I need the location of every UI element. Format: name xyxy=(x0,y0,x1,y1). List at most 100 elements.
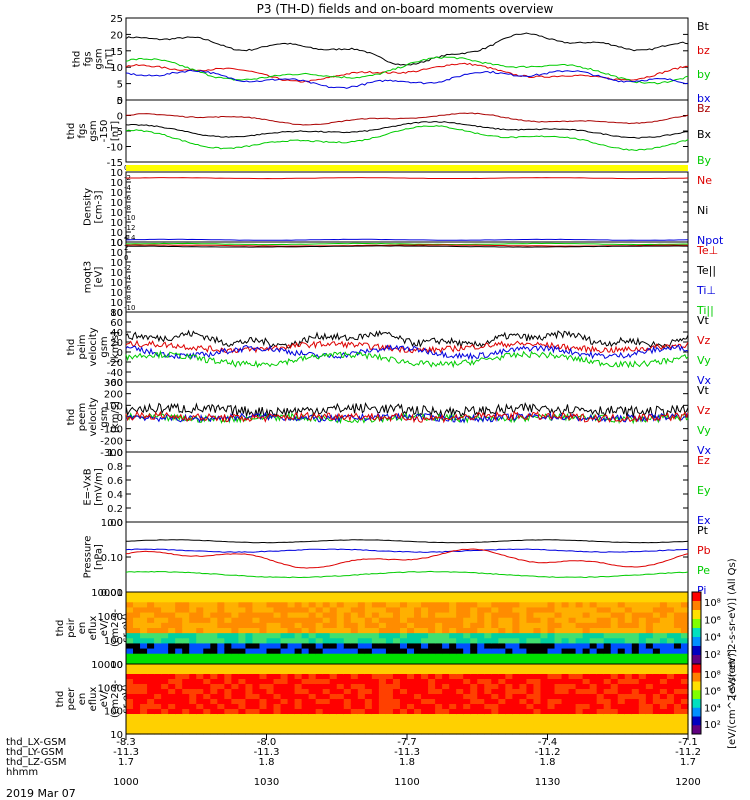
y-tick-exponent: -12 xyxy=(124,224,135,232)
heatmap-cell xyxy=(133,592,141,598)
heatmap-cell xyxy=(533,592,542,598)
heatmap-cell xyxy=(175,674,183,680)
heatmap-cell xyxy=(301,694,310,700)
heatmap-cell xyxy=(147,679,155,685)
heatmap-cell xyxy=(231,633,239,639)
heatmap-cell xyxy=(322,658,331,665)
heatmap-cell xyxy=(210,714,218,720)
panel-ylabel-line: [eV] xyxy=(94,267,105,288)
heatmap-cell xyxy=(638,694,647,700)
heatmap-cell xyxy=(259,638,268,645)
heatmap-cell xyxy=(224,658,232,665)
heatmap-cell xyxy=(343,719,352,725)
heatmap-cell xyxy=(568,648,577,655)
heatmap-cell xyxy=(589,653,598,660)
heatmap-cell xyxy=(133,653,141,660)
heatmap-cell xyxy=(294,674,303,680)
heatmap-cell xyxy=(449,729,457,735)
heatmap-cell xyxy=(428,729,436,735)
heatmap-cell xyxy=(161,617,169,624)
heatmap-cell xyxy=(519,658,528,665)
heatmap-cell xyxy=(575,714,584,720)
heatmap-cell xyxy=(182,592,190,598)
heatmap-cell xyxy=(505,699,513,705)
heatmap-cell xyxy=(582,679,591,685)
heatmap-cell xyxy=(547,729,556,735)
heatmap-cell xyxy=(519,714,528,720)
y-tick-label: 10000 xyxy=(91,660,123,671)
heatmap-cell xyxy=(463,729,471,735)
heatmap-cell xyxy=(673,597,682,603)
panel-ylabel-line: gsm xyxy=(88,120,99,141)
heatmap-cell xyxy=(561,602,570,609)
heatmap-cell xyxy=(133,669,141,675)
heatmap-cell xyxy=(463,684,471,690)
heatmap-cell xyxy=(378,714,387,720)
heatmap-cell xyxy=(603,622,612,629)
heatmap-cell xyxy=(561,719,570,725)
heatmap-cell xyxy=(315,704,324,710)
heatmap-cell xyxy=(259,628,268,634)
heatmap-cell xyxy=(519,628,528,634)
heatmap-cell xyxy=(371,638,380,645)
heatmap-cell xyxy=(147,592,155,598)
colorbar-segment xyxy=(692,592,701,602)
heatmap-cell xyxy=(596,648,605,655)
heatmap-cell xyxy=(294,628,303,634)
heatmap-cell xyxy=(126,719,134,725)
heatmap-cell xyxy=(126,684,134,690)
series-Te⊥ xyxy=(125,244,688,247)
heatmap-cell xyxy=(652,709,661,715)
heatmap-cell xyxy=(385,638,394,645)
heatmap-cell xyxy=(575,699,584,705)
heatmap-cell xyxy=(175,729,183,735)
heatmap-cell xyxy=(245,724,254,730)
heatmap-cell xyxy=(399,669,408,675)
heatmap-cell xyxy=(631,658,640,665)
heatmap-cell xyxy=(364,684,373,690)
heatmap-cell xyxy=(421,669,429,675)
heatmap-cell xyxy=(308,592,317,598)
heatmap-cell xyxy=(617,612,626,619)
heatmap-cell xyxy=(182,653,190,660)
heatmap-cell xyxy=(189,658,197,665)
heatmap-cell xyxy=(210,628,218,634)
heatmap-cell xyxy=(287,602,296,609)
heatmap-cell xyxy=(442,669,450,675)
heatmap-cell xyxy=(273,684,282,690)
heatmap-cell xyxy=(568,622,577,629)
heatmap-cell xyxy=(659,653,668,660)
heatmap-cell xyxy=(596,684,605,690)
heatmap-cell xyxy=(610,622,619,629)
heatmap-cell xyxy=(322,633,331,639)
heatmap-cell xyxy=(568,674,577,680)
heatmap-cell xyxy=(322,674,331,680)
heatmap-cell xyxy=(210,704,218,710)
heatmap-cell xyxy=(526,658,535,665)
heatmap-cell xyxy=(491,592,499,598)
heatmap-cell xyxy=(399,704,408,710)
heatmap-cell xyxy=(224,724,232,730)
heatmap-cell xyxy=(407,612,415,619)
heatmap-cell xyxy=(161,628,169,634)
heatmap-cell xyxy=(463,617,471,624)
heatmap-cell xyxy=(624,729,633,735)
heatmap-cell xyxy=(350,592,359,598)
y-tick-label: 25 xyxy=(110,14,123,25)
heatmap-cell xyxy=(596,709,605,715)
heatmap-cell xyxy=(140,699,148,705)
legend-Ni: Ni xyxy=(697,204,708,217)
heatmap-cell xyxy=(294,638,303,645)
heatmap-cell xyxy=(666,684,675,690)
heatmap-cell xyxy=(364,699,373,705)
heatmap-cell xyxy=(638,628,647,634)
heatmap-cell xyxy=(301,612,310,619)
heatmap-cell xyxy=(217,704,225,710)
heatmap-cell xyxy=(175,612,183,619)
heatmap-cell xyxy=(463,643,471,650)
heatmap-cell xyxy=(371,622,380,629)
heatmap-cell xyxy=(659,617,668,624)
heatmap-cell xyxy=(203,622,211,629)
heatmap-cell xyxy=(133,622,141,629)
heatmap-cell xyxy=(371,689,380,695)
